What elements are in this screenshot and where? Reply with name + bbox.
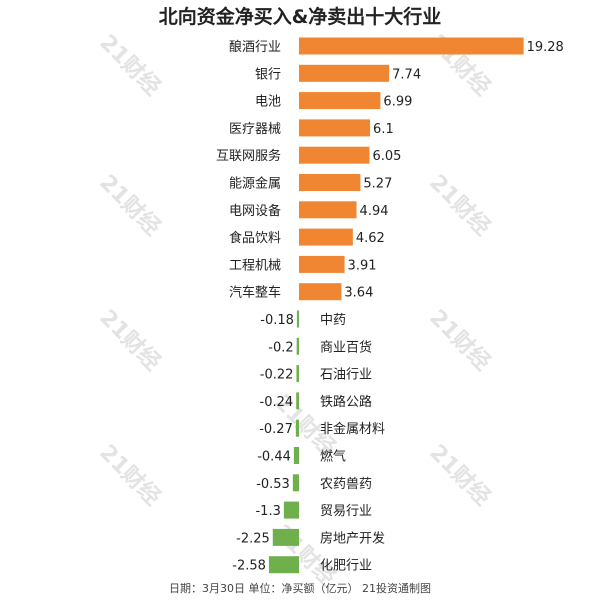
value-label: 7.74: [392, 67, 421, 82]
bar-17: [292, 474, 299, 492]
category-label: 化肥行业: [320, 559, 372, 574]
bar-3: [299, 92, 381, 110]
category-label: 汽车整车: [229, 285, 281, 301]
bar-1: [299, 37, 524, 55]
watermark-text: 21财经: [94, 304, 165, 375]
watermark-text: 21财经: [424, 439, 495, 510]
bar-16: [293, 447, 299, 464]
bar-11: [296, 310, 299, 328]
category-label: 中药: [320, 313, 346, 328]
value-label: 6.05: [372, 149, 401, 164]
value-label: 3.91: [348, 258, 377, 273]
category-label: 食品饮料: [229, 230, 281, 246]
value-label: 4.94: [360, 204, 389, 219]
value-label: 6.99: [383, 95, 412, 110]
watermark-text: 21财经: [424, 169, 495, 240]
bar-6: [299, 174, 361, 191]
value-label: 5.27: [363, 177, 392, 192]
watermark-text: 21财经: [94, 29, 165, 100]
value-label: -0.22: [260, 368, 294, 383]
value-label: -2.25: [236, 531, 270, 546]
category-label: 铁路公路: [320, 394, 372, 410]
value-label: -0.53: [256, 477, 290, 492]
bar-18: [283, 501, 300, 519]
value-label: -2.58: [232, 559, 266, 574]
category-label: 非金属材料: [320, 421, 385, 437]
value-label: -1.3: [255, 504, 280, 519]
watermark-text: 21财经: [424, 304, 495, 375]
watermark-text: 21财经: [94, 439, 165, 510]
category-label: 工程机械: [229, 258, 281, 273]
value-label: 4.62: [356, 231, 385, 246]
category-label: 酿酒行业: [229, 39, 281, 55]
bar-2: [299, 64, 390, 82]
bar-15: [295, 419, 299, 437]
value-label: -0.18: [260, 313, 294, 328]
labels-layer: 酿酒行业 19.28 银行 7.74 电池 6.99 医疗器械 6.1 互联网服务 6.05 能源金…: [216, 39, 564, 574]
category-label: 石油行业: [320, 368, 372, 383]
category-label: 银行: [255, 67, 281, 82]
bar-5: [299, 146, 370, 164]
bar-19: [272, 528, 299, 546]
bars-layer: [268, 37, 524, 574]
value-label: -0.24: [260, 395, 294, 410]
bar-8: [299, 228, 353, 246]
chart-footer: 日期：3月30日 单位：净买额（亿元） 21投资通制图: [169, 582, 431, 595]
value-label: -0.44: [257, 450, 291, 465]
value-label: 6.1: [373, 122, 394, 137]
chart-title: 北向资金净买入&净卖出十大行业: [158, 6, 442, 28]
bar-9: [299, 255, 345, 273]
category-label: 商业百货: [320, 339, 372, 355]
category-label: 医疗器械: [229, 122, 281, 137]
watermark-text: 21财经: [94, 169, 165, 240]
bar-14: [296, 392, 299, 410]
category-label: 贸易行业: [320, 504, 372, 519]
bar-20: [268, 556, 299, 574]
value-label: -0.2: [268, 340, 293, 355]
bar-12: [296, 337, 299, 355]
value-label: 3.64: [344, 286, 373, 301]
category-label: 能源金属: [229, 176, 281, 192]
value-label: -0.27: [259, 422, 293, 437]
bar-7: [299, 201, 357, 219]
bar-4: [299, 119, 371, 137]
category-label: 房地产开发: [320, 530, 385, 546]
category-label: 农药兽药: [320, 477, 372, 492]
category-label: 互联网服务: [216, 148, 281, 164]
value-label: 19.28: [527, 40, 564, 55]
category-label: 电网设备: [229, 203, 281, 219]
bar-10: [299, 283, 342, 301]
bar-13: [296, 365, 299, 383]
category-label: 电池: [255, 95, 281, 110]
category-label: 燃气: [320, 449, 346, 465]
